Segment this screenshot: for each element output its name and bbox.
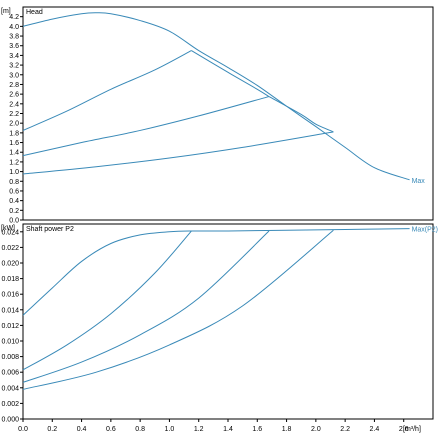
power-x-tick-label: 1.0 xyxy=(165,426,175,433)
head-y-tick-label: 0.6 xyxy=(9,188,19,195)
power-x-tick-label: 1.6 xyxy=(252,426,262,433)
power-y-tick-label: 0.004 xyxy=(1,385,19,392)
head-y-tick-label: 2.4 xyxy=(9,101,19,108)
head-y-tick-label: 2.0 xyxy=(9,121,19,128)
power-y-tick-label: 0.022 xyxy=(1,245,19,252)
head-y-tick-label: 3.6 xyxy=(9,43,19,50)
head-y-tick-label: 3.0 xyxy=(9,72,19,79)
head-y-unit: [m] xyxy=(1,8,11,15)
power-y-tick-label: 0.016 xyxy=(1,292,19,299)
head-plot-frame xyxy=(22,6,434,221)
head-y-tick-label: 1.2 xyxy=(9,159,19,166)
power-x-tick-label: 0.8 xyxy=(135,426,145,433)
head-y-tick-label: 2.8 xyxy=(9,82,19,89)
head-curve-3 xyxy=(22,131,334,175)
power-y-tick-label: 0.010 xyxy=(1,339,19,346)
power-x-tick-label: 2.0 xyxy=(311,426,321,433)
power-x-tick-label: 1.2 xyxy=(194,426,204,433)
head-y-tick-label: 1.6 xyxy=(9,140,19,147)
power-x-tick-label: 2.4 xyxy=(370,426,380,433)
power-plot-frame xyxy=(22,223,434,420)
power-end-label: Max(P2) xyxy=(412,227,438,234)
head-y-tick-label: 2.2 xyxy=(9,111,19,118)
head-curve-5 xyxy=(268,96,334,133)
head-y-tick-label: 4.0 xyxy=(9,24,19,31)
head-y-tick-label: 4.2 xyxy=(9,14,19,21)
power-x-tick-label: 2.2 xyxy=(340,426,350,433)
head-curve-2 xyxy=(22,96,270,157)
head-y-tick-label: 3.8 xyxy=(9,34,19,41)
head-y-tick-label: 1.4 xyxy=(9,150,19,157)
head-y-tick-label: 3.4 xyxy=(9,53,19,60)
head-y-tick-label: 0.0 xyxy=(9,218,19,225)
power-title: Shaft power P2 xyxy=(26,226,74,233)
head-curve-0 xyxy=(22,12,410,181)
power-y-tick-label: 0.024 xyxy=(1,229,19,236)
power-y-tick-label: 0.002 xyxy=(1,401,19,408)
power-x-tick-label: 0.0 xyxy=(18,426,28,433)
head-y-tick-label: 0.2 xyxy=(9,208,19,215)
power-y-tick-label: 0.020 xyxy=(1,261,19,268)
power-y-tick-label: 0.018 xyxy=(1,276,19,283)
head-curve-1 xyxy=(22,50,192,131)
head-curve-4 xyxy=(191,50,270,97)
head-end-label: Max xyxy=(412,178,426,185)
power-x-tick-label: 1.4 xyxy=(223,426,233,433)
head-y-tick-label: 1.0 xyxy=(9,169,19,176)
power-curve-2 xyxy=(22,230,270,383)
head-y-tick-label: 0.4 xyxy=(9,198,19,205)
power-curve-0 xyxy=(22,228,410,316)
power-y-tick-label: 0.008 xyxy=(1,354,19,361)
power-y-tick-label: 0.000 xyxy=(1,417,19,424)
head-title: Head xyxy=(26,9,43,16)
power-x-tick-label: 0.4 xyxy=(77,426,87,433)
power-x-tick-label: 0.2 xyxy=(47,426,57,433)
power-curve-3 xyxy=(22,229,334,390)
power-y-tick-label: 0.012 xyxy=(1,323,19,330)
power-y-unit: [kW] xyxy=(1,225,15,232)
power-curve-1 xyxy=(22,230,192,371)
power-x-tick-label: 2.6 xyxy=(399,426,409,433)
power-y-tick-label: 0.014 xyxy=(1,307,19,314)
power-y-tick-label: 0.006 xyxy=(1,370,19,377)
head-y-tick-label: 1.8 xyxy=(9,130,19,137)
head-y-tick-label: 2.6 xyxy=(9,92,19,99)
power-x-tick-label: 1.8 xyxy=(282,426,292,433)
head-y-tick-label: 0.8 xyxy=(9,179,19,186)
power-x-unit: [m³/h] xyxy=(403,426,421,433)
head-y-tick-label: 3.2 xyxy=(9,63,19,70)
power-x-tick-label: 0.6 xyxy=(106,426,116,433)
